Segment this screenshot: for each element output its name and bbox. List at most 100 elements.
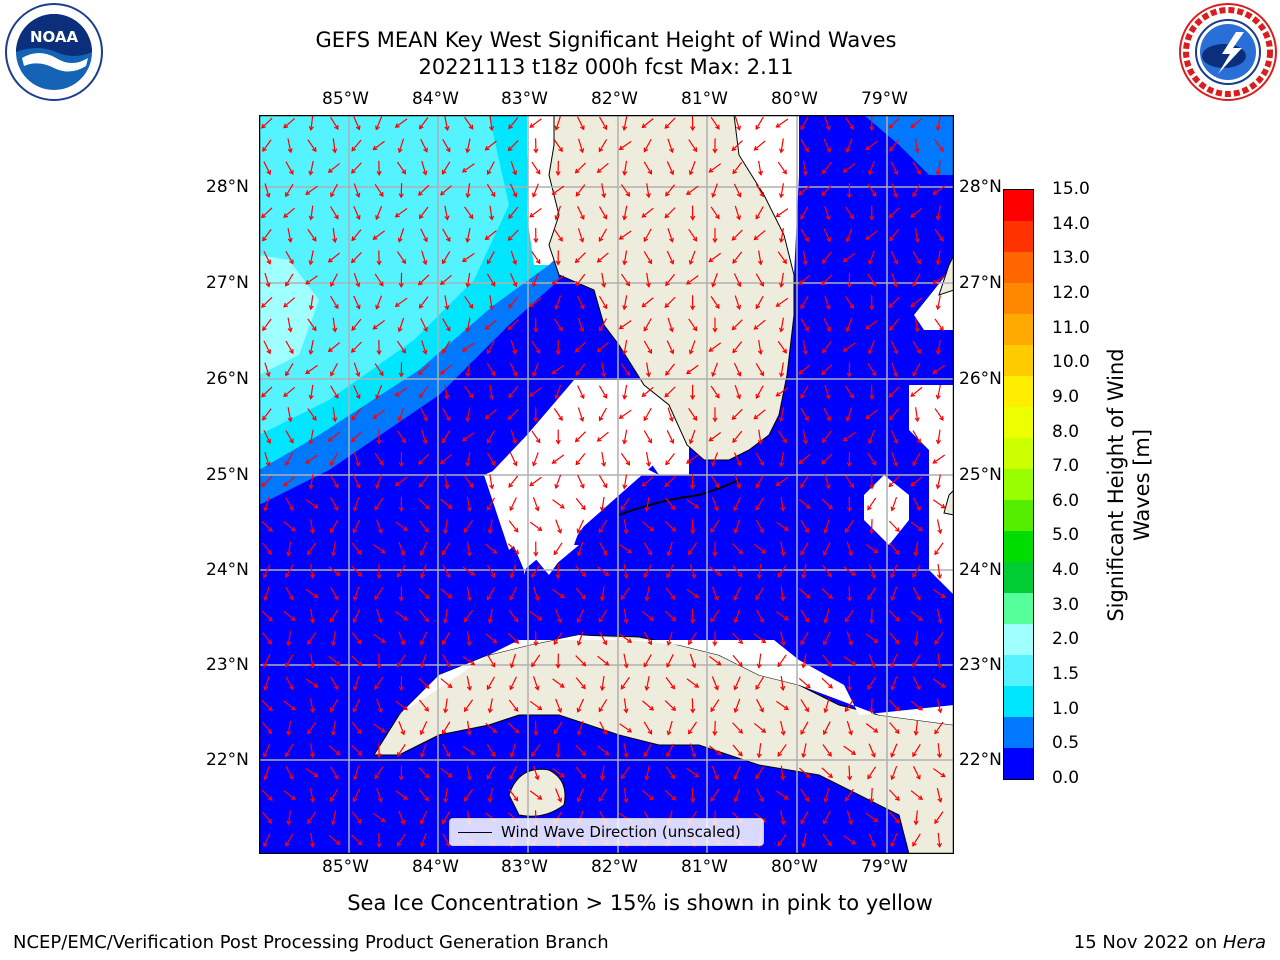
wave-arrow-head — [311, 415, 317, 421]
wave-arrow-head — [627, 638, 633, 643]
wave-arrow-head — [423, 416, 428, 422]
wave-arrow-head — [470, 660, 476, 666]
wave-arrow — [890, 743, 898, 757]
wave-arrow-head — [352, 528, 358, 534]
wave-arrow-head — [867, 439, 873, 445]
wave-arrow — [620, 676, 630, 690]
wave-arrow — [800, 318, 809, 331]
wave-arrow-head — [775, 391, 781, 397]
wave-arrow — [800, 206, 809, 219]
wave-arrow-head — [529, 123, 535, 128]
no-data-patch — [484, 475, 554, 570]
wave-arrow-head — [575, 191, 581, 197]
wave-arrow — [910, 476, 923, 487]
wave-arrow-head — [732, 169, 738, 175]
wave-arrow — [529, 611, 542, 621]
wave-arrow-head — [287, 417, 293, 423]
wave-arrow-head — [290, 526, 296, 532]
wave-arrow-head — [664, 213, 670, 219]
wave-arrow — [398, 138, 405, 153]
wave-arrow — [375, 205, 383, 220]
wave-arrow — [846, 317, 853, 332]
wave-arrow — [285, 363, 294, 376]
wave-arrow-head — [870, 573, 876, 579]
wave-arrow — [845, 116, 854, 130]
wave-arrow — [867, 363, 877, 376]
wave-arrow — [732, 744, 743, 756]
wave-arrow-head — [869, 305, 875, 311]
wave-arrow-head — [694, 503, 700, 509]
wave-arrow — [776, 476, 789, 486]
wave-arrow — [710, 520, 720, 533]
wave-arrow — [330, 452, 339, 466]
wave-arrow-head — [868, 170, 873, 176]
wave-arrow-head — [711, 371, 717, 378]
wave-arrow-head — [333, 505, 339, 511]
wave-arrow — [664, 207, 676, 218]
wave-arrow — [374, 766, 384, 779]
wave-arrow-head — [466, 506, 472, 512]
wave-arrow-head — [805, 773, 811, 778]
wave-arrow-head — [937, 618, 943, 624]
wave-arrow — [664, 117, 676, 129]
wave-arrow — [780, 272, 784, 287]
wave-arrow-head — [596, 168, 602, 174]
wave-arrow — [285, 676, 294, 690]
wave-arrow — [310, 205, 314, 220]
wave-arrow-head — [825, 484, 831, 490]
wave-arrow-head — [828, 773, 833, 779]
wave-arrow-head — [468, 393, 474, 399]
wave-arrow — [374, 363, 384, 376]
wave-arrow-head — [486, 685, 492, 691]
wave-arrow — [285, 183, 294, 197]
wave-arrow-head — [715, 483, 720, 489]
wave-arrow-head — [417, 459, 423, 465]
lat-label: 22°N — [959, 750, 1002, 770]
wave-arrow — [351, 811, 362, 824]
wave-arrow — [889, 229, 900, 241]
wave-arrow-head — [918, 526, 923, 532]
wave-arrow-head — [913, 551, 919, 557]
wave-arrow — [780, 586, 784, 601]
wave-arrow-head — [420, 752, 425, 758]
wave-arrow-head — [778, 193, 785, 199]
wave-arrow — [711, 586, 719, 601]
chart-subtitle: 20221113 t18z 000h fcst Max: 2.11 — [418, 55, 794, 79]
wave-arrow-head — [352, 685, 358, 691]
wave-arrow — [440, 185, 452, 196]
wave-arrow — [891, 452, 898, 466]
wave-arrow-head — [804, 416, 809, 422]
wave-arrow — [577, 206, 585, 220]
wave-arrow-head — [285, 662, 290, 668]
wave-arrow — [936, 519, 942, 534]
wave-arrow — [375, 295, 383, 309]
wave-arrow-head — [265, 372, 271, 378]
wave-arrow — [755, 183, 764, 197]
wave-arrow-head — [645, 461, 652, 468]
wave-arrow-head — [356, 639, 362, 645]
wave-arrow-head — [912, 281, 917, 287]
wave-arrow-head — [372, 235, 378, 240]
wave-arrow — [599, 407, 607, 421]
wave-arrow — [643, 251, 652, 264]
wave-arrow — [309, 429, 314, 444]
wave-arrow-head — [757, 349, 763, 356]
wave-arrow-head — [375, 483, 381, 490]
wave-arrow-head — [602, 304, 608, 310]
colorbar-label-line2: Waves [m] — [1130, 428, 1154, 542]
wave-arrow — [755, 497, 764, 511]
wave-arrow-head — [664, 303, 670, 308]
wave-arrow-head — [398, 596, 404, 602]
no-data-patch — [399, 635, 954, 725]
wave-arrow — [709, 655, 721, 666]
wave-arrow — [800, 609, 809, 623]
wave-arrow-head — [800, 729, 805, 735]
wave-arrow-head — [869, 395, 875, 400]
wave-arrow — [466, 631, 471, 646]
wave-arrow — [868, 429, 875, 444]
wave-arrow-head — [266, 349, 272, 355]
wave-arrow — [375, 385, 383, 399]
wave-arrow — [777, 744, 787, 757]
wave-arrow-head — [668, 416, 674, 422]
wave-arrow-head — [559, 683, 565, 688]
